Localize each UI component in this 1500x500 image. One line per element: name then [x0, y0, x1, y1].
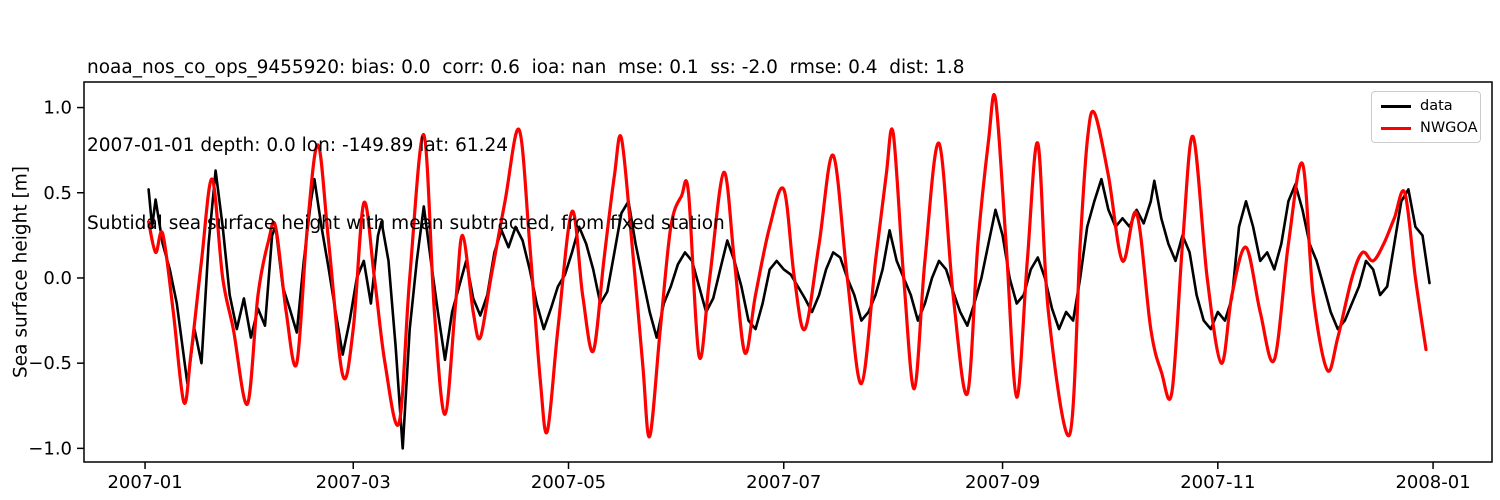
title-stats-line: noaa_nos_co_ops_9455920: bias: 0.0 corr:… — [87, 57, 965, 78]
x-tick-label: 2008-01 — [1395, 472, 1470, 493]
y-tick-label: 0.5 — [43, 183, 72, 204]
legend: data NWGOA — [1371, 91, 1481, 143]
legend-line-sample-nwgoa — [1381, 126, 1411, 130]
title-meta-line: 2007-01-01 depth: 0.0 lon: -149.89 lat: … — [87, 135, 509, 156]
y-tick-label: 1.0 — [43, 98, 72, 119]
legend-label-nwgoa: NWGOA — [1420, 120, 1478, 136]
series-nwgoa-line — [147, 93, 1428, 439]
plot-title: Subtidal sea surface height with mean su… — [87, 213, 725, 234]
x-tick-label: 2007-09 — [965, 472, 1040, 493]
x-tick-label: 2007-05 — [531, 472, 606, 493]
y-tick-label: −1.0 — [28, 438, 72, 459]
legend-label-data: data — [1420, 98, 1453, 114]
x-tick-label: 2007-01 — [107, 472, 182, 493]
legend-entry-data: data — [1381, 98, 1471, 114]
x-tick-label: 2007-03 — [316, 472, 391, 493]
plot-border — [83, 81, 1493, 463]
x-tick-label: 2007-07 — [746, 472, 821, 493]
y-axis-label: Sea surface height [m] — [10, 166, 32, 378]
x-tick-label: 2007-11 — [1180, 472, 1255, 493]
y-tick-label: 0.0 — [43, 268, 72, 289]
y-tick-label: −0.5 — [28, 353, 72, 374]
legend-entry-nwgoa: NWGOA — [1381, 120, 1478, 136]
title-block: noaa_nos_co_ops_9455920: bias: 0.0 corr:… — [87, 3, 965, 289]
legend-line-sample-data — [1381, 104, 1411, 108]
